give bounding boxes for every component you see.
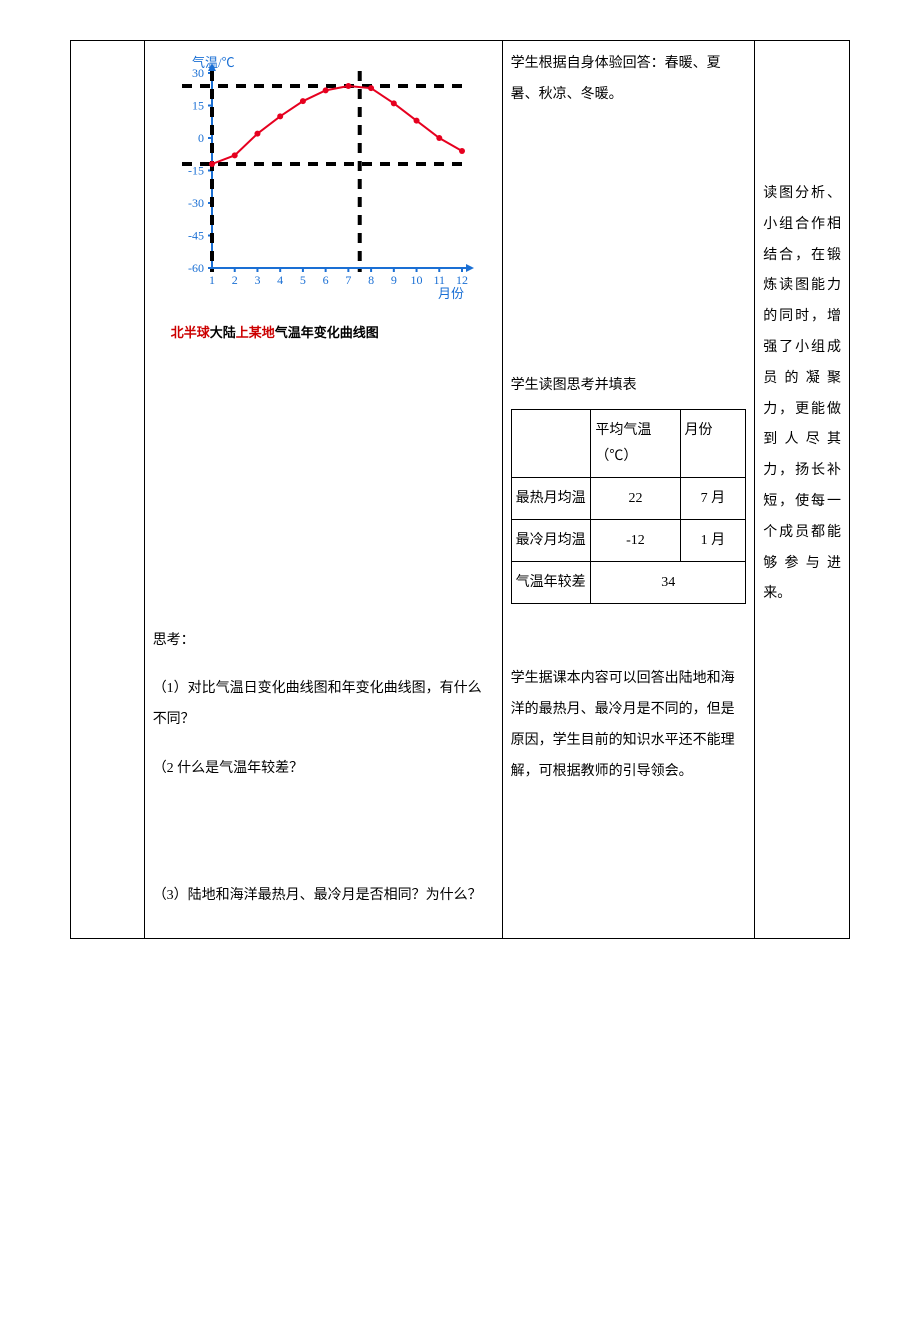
row-range-label: 气温年较差 (511, 562, 591, 604)
svg-text:9: 9 (391, 273, 397, 287)
student-self-experience: 学生根据自身体验回答：春暖、夏暑、秋凉、冬暖。 (511, 49, 747, 111)
svg-text:12: 12 (456, 273, 468, 287)
left-empty-cell (71, 41, 145, 939)
row-hot-label: 最热月均温 (511, 477, 591, 519)
row-cold-temp: -12 (591, 519, 680, 561)
question-3: （3）陆地和海洋最热月、最冷月是否相同？为什么？ (153, 881, 494, 912)
svg-text:30: 30 (192, 66, 204, 80)
hdr-blank (511, 410, 591, 477)
row-cold-label: 最冷月均温 (511, 519, 591, 561)
lesson-plan-table: 气温/℃-60-45-30-1501530123456789101112月份 北… (70, 40, 850, 939)
row-hot-month: 7 月 (680, 477, 746, 519)
svg-text:-45: -45 (188, 229, 204, 243)
svg-text:10: 10 (410, 273, 422, 287)
row-hot-temp: 22 (591, 477, 680, 519)
svg-text:-60: -60 (188, 261, 204, 275)
student-read-fill: 学生读图思考并填表 (511, 371, 747, 402)
question-1: （1）对比气温日变化曲线图和年变化曲线图，有什么不同？ (153, 674, 494, 736)
design-intent-column: 读图分析、小组合作相结合，在锻炼读图能力的同时，增强了小组成员的凝聚力，更能做到… (755, 41, 850, 939)
svg-text:3: 3 (254, 273, 260, 287)
svg-text:0: 0 (198, 131, 204, 145)
svg-text:2: 2 (231, 273, 237, 287)
caption-p4: 气温年变化曲线图 (275, 325, 379, 340)
svg-text:15: 15 (192, 99, 204, 113)
hdr-month: 月份 (680, 410, 746, 477)
design-intent-text: 读图分析、小组合作相结合，在锻炼读图能力的同时，增强了小组成员的凝聚力，更能做到… (763, 179, 841, 610)
svg-text:-30: -30 (188, 196, 204, 210)
svg-text:5: 5 (300, 273, 306, 287)
svg-text:7: 7 (345, 273, 351, 287)
svg-text:8: 8 (368, 273, 374, 287)
row-cold-month: 1 月 (680, 519, 746, 561)
think-label: 思考： (153, 626, 494, 657)
svg-text:4: 4 (277, 273, 283, 287)
svg-text:月份: 月份 (438, 286, 464, 301)
svg-text:1: 1 (209, 273, 215, 287)
temperature-summary-table: 平均气温（℃） 月份 最热月均温 22 7 月 最冷月均温 -12 1 月 气温… (511, 409, 747, 604)
row-range-value: 34 (591, 562, 746, 604)
hdr-avg-temp: 平均气温（℃） (591, 410, 680, 477)
student-column: 学生根据自身体验回答：春暖、夏暑、秋凉、冬暖。 学生读图思考并填表 平均气温（℃… (502, 41, 755, 939)
student-textbook-answer: 学生据课本内容可以回答出陆地和海洋的最热月、最冷月是不同的，但是原因，学生目前的… (511, 664, 747, 787)
svg-text:6: 6 (322, 273, 328, 287)
teacher-column: 气温/℃-60-45-30-1501530123456789101112月份 北… (144, 41, 502, 939)
svg-text:11: 11 (433, 273, 445, 287)
caption-p1: 北半球 (171, 325, 210, 340)
caption-p3: 上某地 (236, 325, 275, 340)
question-2: （2 什么是气温年较差？ (153, 754, 494, 785)
chart-caption: 北半球大陆上某地气温年变化曲线图 (171, 319, 494, 348)
temperature-chart: 气温/℃-60-45-30-1501530123456789101112月份 (157, 53, 477, 313)
caption-p2: 大陆 (210, 325, 236, 340)
